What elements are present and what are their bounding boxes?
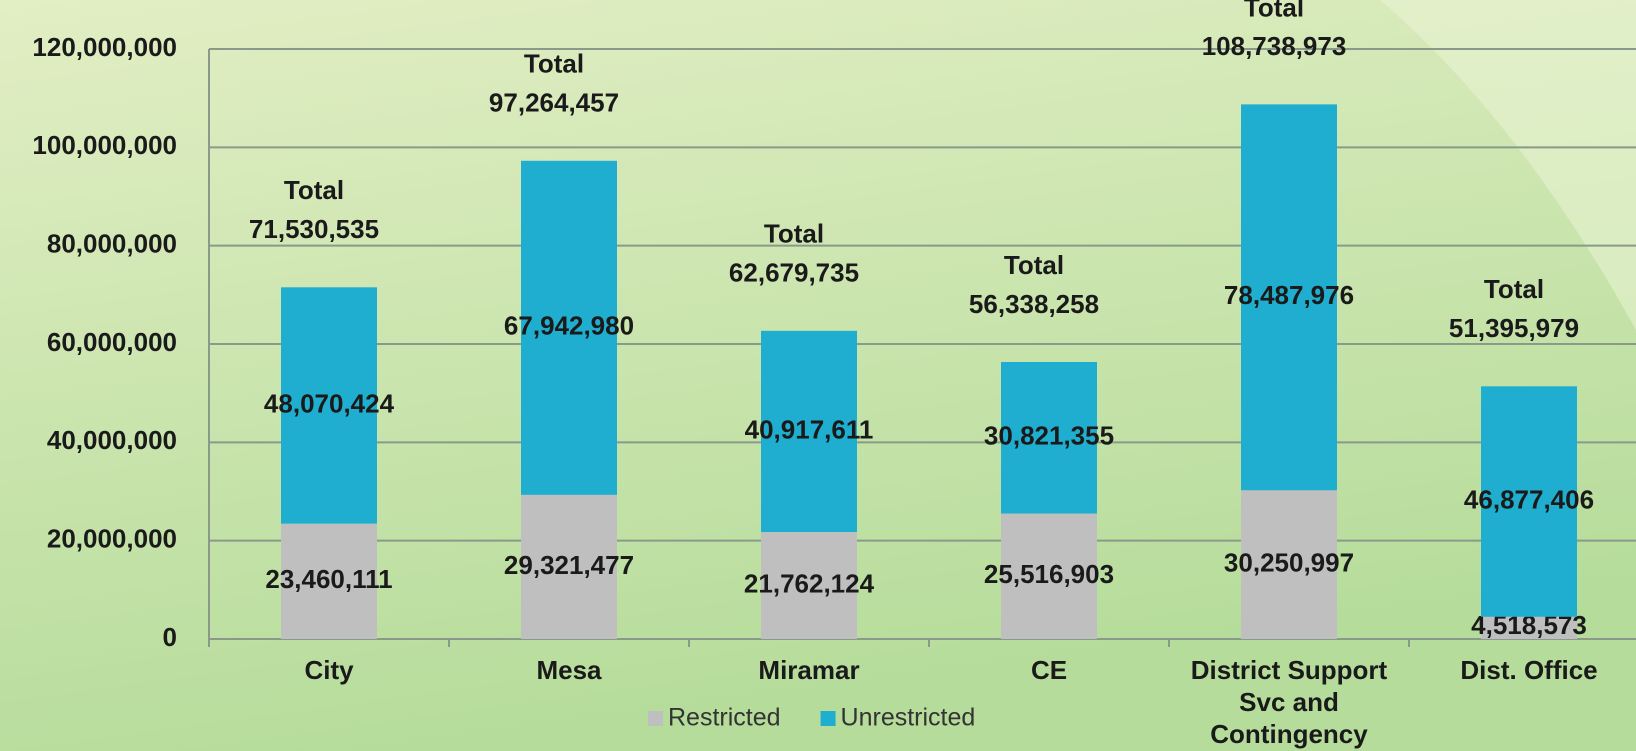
value-label: 30,250,997 <box>1224 548 1354 578</box>
total-label: Total <box>1484 274 1544 304</box>
value-label: 78,487,976 <box>1224 280 1354 310</box>
total-value: 71,530,535 <box>249 214 379 244</box>
bar-segment <box>1481 386 1577 617</box>
y-tick-label: 100,000,000 <box>32 130 177 160</box>
value-label: 23,460,111 <box>265 564 392 594</box>
x-tick-label: Mesa <box>536 655 602 685</box>
bar-segment <box>281 287 377 524</box>
bar-segment <box>1481 616 1577 639</box>
y-tick-label: 0 <box>163 622 177 652</box>
total-label: Total <box>764 219 824 249</box>
value-label: 46,877,406 <box>1464 484 1594 514</box>
total-label: Total <box>1244 0 1304 22</box>
value-label: 67,942,980 <box>504 311 634 341</box>
x-tick-label: District Support Svc and Contingency <box>1191 655 1388 749</box>
x-tick-label: Dist. Office <box>1460 655 1597 685</box>
bar-segment <box>521 494 617 639</box>
bar-segment <box>1001 513 1097 639</box>
bar-segment <box>1001 362 1097 514</box>
total-value: 51,395,979 <box>1449 313 1579 343</box>
legend-label: Restricted <box>668 704 781 732</box>
total-value: 97,264,457 <box>489 88 619 118</box>
value-label: 30,821,355 <box>984 421 1114 451</box>
value-label: 48,070,424 <box>264 388 395 418</box>
y-tick-label: 20,000,000 <box>47 524 177 554</box>
bar-segment <box>521 160 617 495</box>
total-label: Total <box>284 175 344 205</box>
total-value: 62,679,735 <box>729 258 859 288</box>
legend-swatch <box>820 711 836 726</box>
bar-segment <box>1241 104 1337 491</box>
background-swoosh <box>1380 0 1636 330</box>
bar-segment <box>1241 490 1337 639</box>
x-tick-label: CE <box>1031 655 1067 685</box>
y-tick-label: 120,000,000 <box>32 32 177 62</box>
value-label: 29,321,477 <box>504 550 634 580</box>
y-tick-label: 80,000,000 <box>47 229 177 259</box>
bar-segment <box>761 532 857 639</box>
legend-swatch <box>648 711 663 726</box>
value-label: 21,762,124 <box>744 568 875 598</box>
x-tick-label: Miramar <box>758 655 859 685</box>
total-value: 56,338,258 <box>969 289 1099 319</box>
value-label: 40,917,611 <box>745 414 874 444</box>
y-tick-label: 40,000,000 <box>47 425 177 455</box>
y-tick-label: 60,000,000 <box>47 327 177 357</box>
total-label: Total <box>1004 250 1064 280</box>
bar-segment <box>281 523 377 639</box>
total-label: Total <box>524 49 584 79</box>
bar-segment <box>761 330 857 533</box>
legend-label: Unrestricted <box>841 704 976 732</box>
value-label: 25,516,903 <box>984 559 1114 589</box>
total-value: 108,738,973 <box>1202 31 1347 61</box>
x-tick-label: City <box>304 655 354 685</box>
